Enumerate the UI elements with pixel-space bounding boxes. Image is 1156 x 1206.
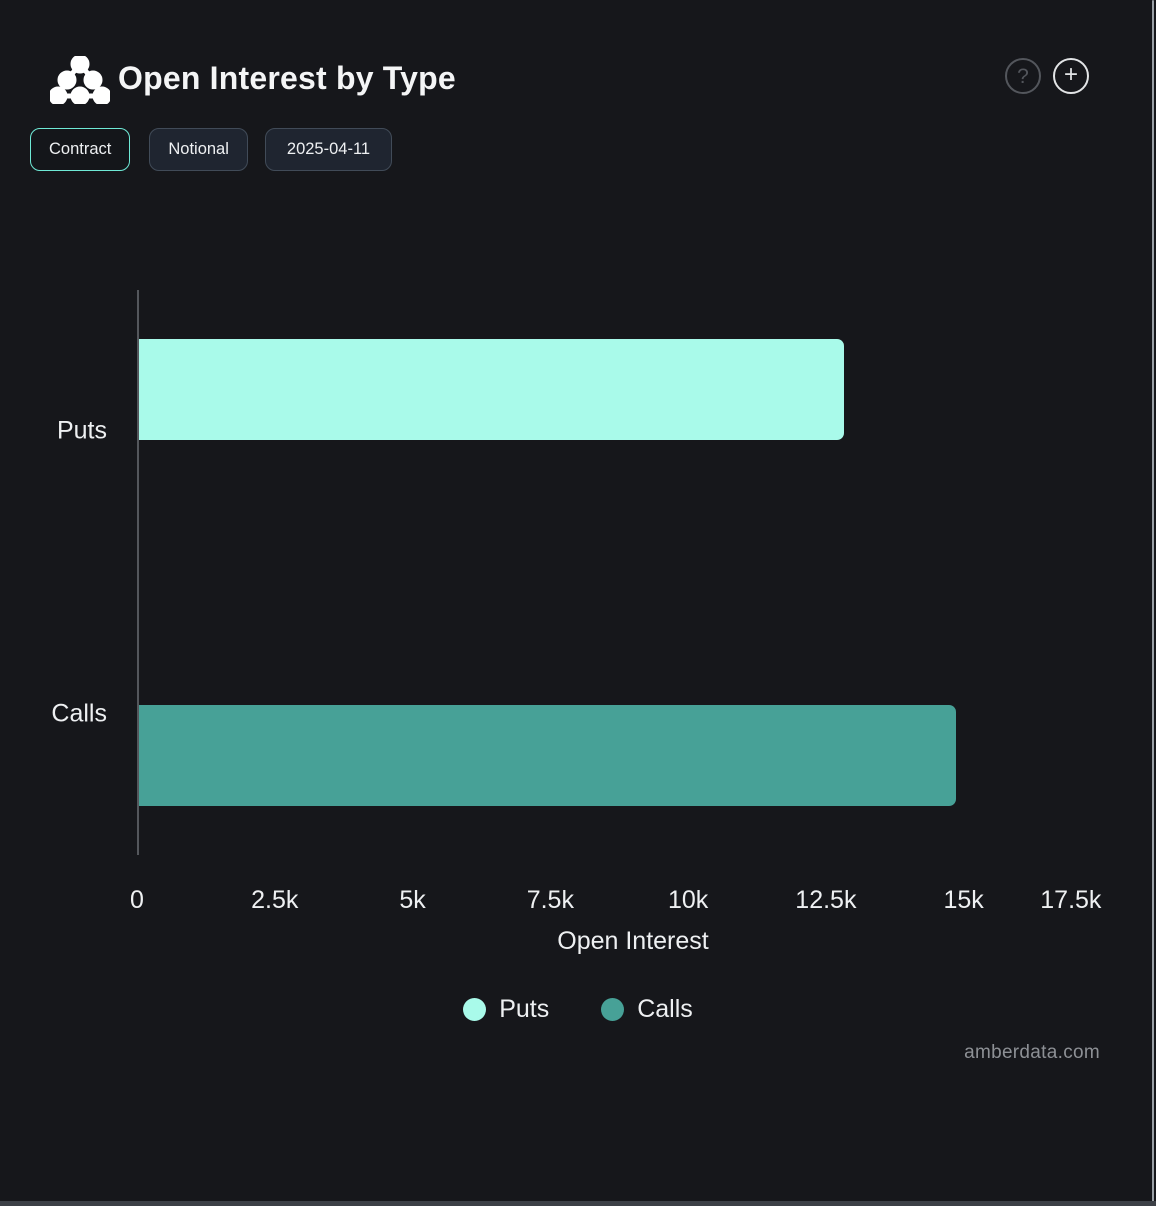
toolbar: Contract Notional 2025-04-11 [30, 128, 393, 171]
y-tick-label-puts: Puts [56, 416, 107, 445]
x-tick-label-10k: 10k [667, 886, 709, 914]
date-picker-button[interactable]: 2025-04-11 [264, 128, 393, 171]
question-icon: ? [1017, 64, 1029, 88]
legend-label-calls: Calls [637, 995, 693, 1023]
x-tick-label-17.5k: 17.5k [1040, 886, 1102, 914]
plus-icon: + [1063, 61, 1078, 88]
page-title: Open Interest by Type [118, 60, 456, 96]
help-button[interactable]: ? [1005, 58, 1041, 94]
legend-item-calls[interactable]: Calls [601, 995, 693, 1024]
vertical-scrollbar[interactable] [1152, 0, 1154, 1206]
x-tick-label-12.5k: 12.5k [795, 886, 857, 914]
bar-calls[interactable] [138, 705, 956, 807]
add-button[interactable]: + [1053, 58, 1089, 94]
legend-dot-calls [601, 998, 625, 1021]
x-tick-label-15k: 15k [943, 886, 984, 914]
watermark: amberdata.com [964, 1042, 1100, 1063]
y-axis-line [137, 290, 139, 855]
x-tick-label-2.5k: 2.5k [251, 886, 299, 914]
y-tick-label-calls: Calls [51, 699, 107, 728]
toggle-notional[interactable]: Notional [149, 128, 248, 171]
legend-label-puts: Puts [499, 995, 550, 1023]
toggle-contract[interactable]: Contract [30, 128, 131, 171]
horizontal-scrollbar[interactable] [0, 1201, 1156, 1206]
x-tick-label-5k: 5k [399, 886, 426, 914]
amberdata-logo-icon [50, 56, 110, 104]
bar-puts[interactable] [138, 338, 844, 440]
legend: Puts Calls [0, 995, 1156, 1024]
x-axis-title: Open Interest [557, 927, 709, 955]
x-tick-label-7.5k: 7.5k [526, 886, 574, 914]
legend-item-puts[interactable]: Puts [463, 995, 549, 1024]
legend-dot-puts [463, 998, 487, 1021]
x-tick-label-0: 0 [130, 886, 144, 914]
